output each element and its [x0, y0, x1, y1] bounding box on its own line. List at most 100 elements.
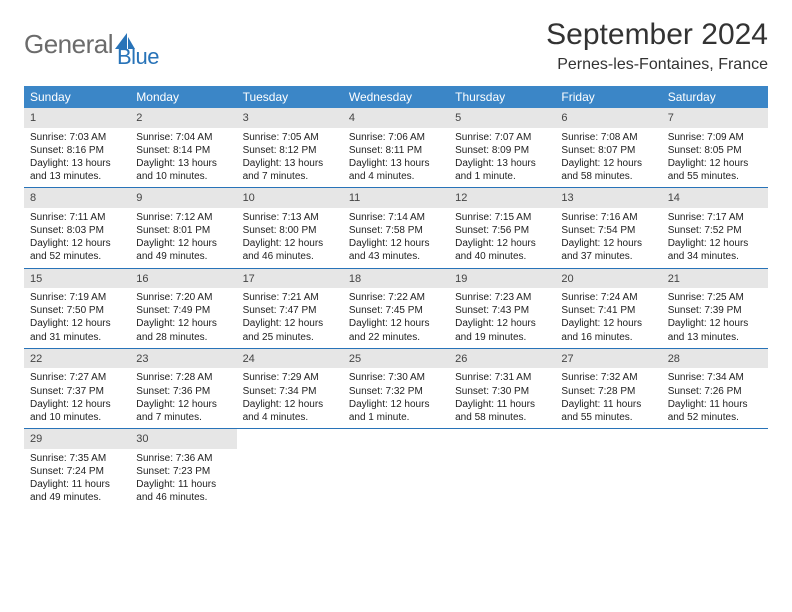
day-details: Sunrise: 7:36 AMSunset: 7:23 PMDaylight:… [130, 449, 236, 509]
calendar-cell: 5Sunrise: 7:07 AMSunset: 8:09 PMDaylight… [449, 108, 555, 187]
calendar-cell: 23Sunrise: 7:28 AMSunset: 7:36 PMDayligh… [130, 349, 236, 428]
location: Pernes-les-Fontaines, France [546, 56, 768, 74]
sunset-line: Sunset: 7:41 PM [561, 304, 655, 317]
daylight-line: Daylight: 12 hours and 49 minutes. [136, 237, 230, 263]
day-number: 30 [130, 429, 236, 449]
day-number: 13 [555, 188, 661, 208]
sunset-line: Sunset: 8:14 PM [136, 144, 230, 157]
calendar-page: General Blue September 2024 Pernes-les-F… [0, 0, 792, 526]
logo-text-a: General [24, 29, 113, 60]
daylight-line: Daylight: 12 hours and 28 minutes. [136, 317, 230, 343]
calendar-cell: 14Sunrise: 7:17 AMSunset: 7:52 PMDayligh… [662, 188, 768, 267]
day-details: Sunrise: 7:32 AMSunset: 7:28 PMDaylight:… [555, 368, 661, 428]
calendar-cell: 1Sunrise: 7:03 AMSunset: 8:16 PMDaylight… [24, 108, 130, 187]
calendar-cell: 10Sunrise: 7:13 AMSunset: 8:00 PMDayligh… [237, 188, 343, 267]
weekday-header: Friday [555, 86, 661, 108]
day-number: 16 [130, 269, 236, 289]
calendar-cell: 21Sunrise: 7:25 AMSunset: 7:39 PMDayligh… [662, 269, 768, 348]
sunrise-line: Sunrise: 7:15 AM [455, 211, 549, 224]
sunset-line: Sunset: 8:07 PM [561, 144, 655, 157]
sunset-line: Sunset: 7:45 PM [349, 304, 443, 317]
daylight-line: Daylight: 12 hours and 25 minutes. [243, 317, 337, 343]
sunrise-line: Sunrise: 7:27 AM [30, 371, 124, 384]
sunrise-line: Sunrise: 7:28 AM [136, 371, 230, 384]
calendar-cell: 17Sunrise: 7:21 AMSunset: 7:47 PMDayligh… [237, 269, 343, 348]
day-details: Sunrise: 7:03 AMSunset: 8:16 PMDaylight:… [24, 128, 130, 188]
weekday-header: Saturday [662, 86, 768, 108]
day-number: 26 [449, 349, 555, 369]
day-number: 29 [24, 429, 130, 449]
daylight-line: Daylight: 12 hours and 40 minutes. [455, 237, 549, 263]
day-number: 5 [449, 108, 555, 128]
sunrise-line: Sunrise: 7:25 AM [668, 291, 762, 304]
calendar-body: 1Sunrise: 7:03 AMSunset: 8:16 PMDaylight… [24, 108, 768, 508]
daylight-line: Daylight: 13 hours and 1 minute. [455, 157, 549, 183]
sunset-line: Sunset: 7:49 PM [136, 304, 230, 317]
day-number: 1 [24, 108, 130, 128]
day-details: Sunrise: 7:31 AMSunset: 7:30 PMDaylight:… [449, 368, 555, 428]
sunrise-line: Sunrise: 7:24 AM [561, 291, 655, 304]
calendar-row: 1Sunrise: 7:03 AMSunset: 8:16 PMDaylight… [24, 108, 768, 188]
day-details: Sunrise: 7:21 AMSunset: 7:47 PMDaylight:… [237, 288, 343, 348]
calendar-cell: 11Sunrise: 7:14 AMSunset: 7:58 PMDayligh… [343, 188, 449, 267]
day-details: Sunrise: 7:29 AMSunset: 7:34 PMDaylight:… [237, 368, 343, 428]
weekday-header: Thursday [449, 86, 555, 108]
day-number: 4 [343, 108, 449, 128]
daylight-line: Daylight: 11 hours and 52 minutes. [668, 398, 762, 424]
sunrise-line: Sunrise: 7:20 AM [136, 291, 230, 304]
sunset-line: Sunset: 7:56 PM [455, 224, 549, 237]
sunrise-line: Sunrise: 7:34 AM [668, 371, 762, 384]
calendar-cell: 18Sunrise: 7:22 AMSunset: 7:45 PMDayligh… [343, 269, 449, 348]
header: General Blue September 2024 Pernes-les-F… [24, 18, 768, 74]
calendar-cell: 26Sunrise: 7:31 AMSunset: 7:30 PMDayligh… [449, 349, 555, 428]
calendar-cell: 25Sunrise: 7:30 AMSunset: 7:32 PMDayligh… [343, 349, 449, 428]
day-number: 6 [555, 108, 661, 128]
sunset-line: Sunset: 7:50 PM [30, 304, 124, 317]
day-number: 9 [130, 188, 236, 208]
calendar-cell: 15Sunrise: 7:19 AMSunset: 7:50 PMDayligh… [24, 269, 130, 348]
day-details: Sunrise: 7:12 AMSunset: 8:01 PMDaylight:… [130, 208, 236, 268]
sunset-line: Sunset: 8:03 PM [30, 224, 124, 237]
calendar-cell: 9Sunrise: 7:12 AMSunset: 8:01 PMDaylight… [130, 188, 236, 267]
sunset-line: Sunset: 7:47 PM [243, 304, 337, 317]
daylight-line: Daylight: 13 hours and 7 minutes. [243, 157, 337, 183]
sunset-line: Sunset: 8:12 PM [243, 144, 337, 157]
calendar-cell: 6Sunrise: 7:08 AMSunset: 8:07 PMDaylight… [555, 108, 661, 187]
sunrise-line: Sunrise: 7:03 AM [30, 131, 124, 144]
day-number: 22 [24, 349, 130, 369]
sunset-line: Sunset: 7:30 PM [455, 385, 549, 398]
month-title: September 2024 [546, 18, 768, 52]
calendar-cell: 29Sunrise: 7:35 AMSunset: 7:24 PMDayligh… [24, 429, 130, 508]
calendar-cell: 7Sunrise: 7:09 AMSunset: 8:05 PMDaylight… [662, 108, 768, 187]
daylight-line: Daylight: 13 hours and 4 minutes. [349, 157, 443, 183]
daylight-line: Daylight: 12 hours and 55 minutes. [668, 157, 762, 183]
day-number: 12 [449, 188, 555, 208]
sunrise-line: Sunrise: 7:19 AM [30, 291, 124, 304]
day-number: 28 [662, 349, 768, 369]
calendar-cell: 27Sunrise: 7:32 AMSunset: 7:28 PMDayligh… [555, 349, 661, 428]
day-number: 7 [662, 108, 768, 128]
day-details: Sunrise: 7:05 AMSunset: 8:12 PMDaylight:… [237, 128, 343, 188]
sunrise-line: Sunrise: 7:08 AM [561, 131, 655, 144]
day-number: 8 [24, 188, 130, 208]
daylight-line: Daylight: 12 hours and 16 minutes. [561, 317, 655, 343]
sunrise-line: Sunrise: 7:05 AM [243, 131, 337, 144]
calendar-cell: 30Sunrise: 7:36 AMSunset: 7:23 PMDayligh… [130, 429, 236, 508]
day-number: 23 [130, 349, 236, 369]
day-number: 14 [662, 188, 768, 208]
calendar-row: 29Sunrise: 7:35 AMSunset: 7:24 PMDayligh… [24, 429, 768, 508]
day-details: Sunrise: 7:08 AMSunset: 8:07 PMDaylight:… [555, 128, 661, 188]
day-details: Sunrise: 7:25 AMSunset: 7:39 PMDaylight:… [662, 288, 768, 348]
day-details: Sunrise: 7:11 AMSunset: 8:03 PMDaylight:… [24, 208, 130, 268]
calendar-cell: 28Sunrise: 7:34 AMSunset: 7:26 PMDayligh… [662, 349, 768, 428]
day-details: Sunrise: 7:28 AMSunset: 7:36 PMDaylight:… [130, 368, 236, 428]
day-details: Sunrise: 7:04 AMSunset: 8:14 PMDaylight:… [130, 128, 236, 188]
sunrise-line: Sunrise: 7:30 AM [349, 371, 443, 384]
daylight-line: Daylight: 12 hours and 34 minutes. [668, 237, 762, 263]
calendar-cell [662, 429, 768, 508]
daylight-line: Daylight: 11 hours and 55 minutes. [561, 398, 655, 424]
day-details: Sunrise: 7:30 AMSunset: 7:32 PMDaylight:… [343, 368, 449, 428]
sunset-line: Sunset: 8:09 PM [455, 144, 549, 157]
sunrise-line: Sunrise: 7:29 AM [243, 371, 337, 384]
sunrise-line: Sunrise: 7:13 AM [243, 211, 337, 224]
